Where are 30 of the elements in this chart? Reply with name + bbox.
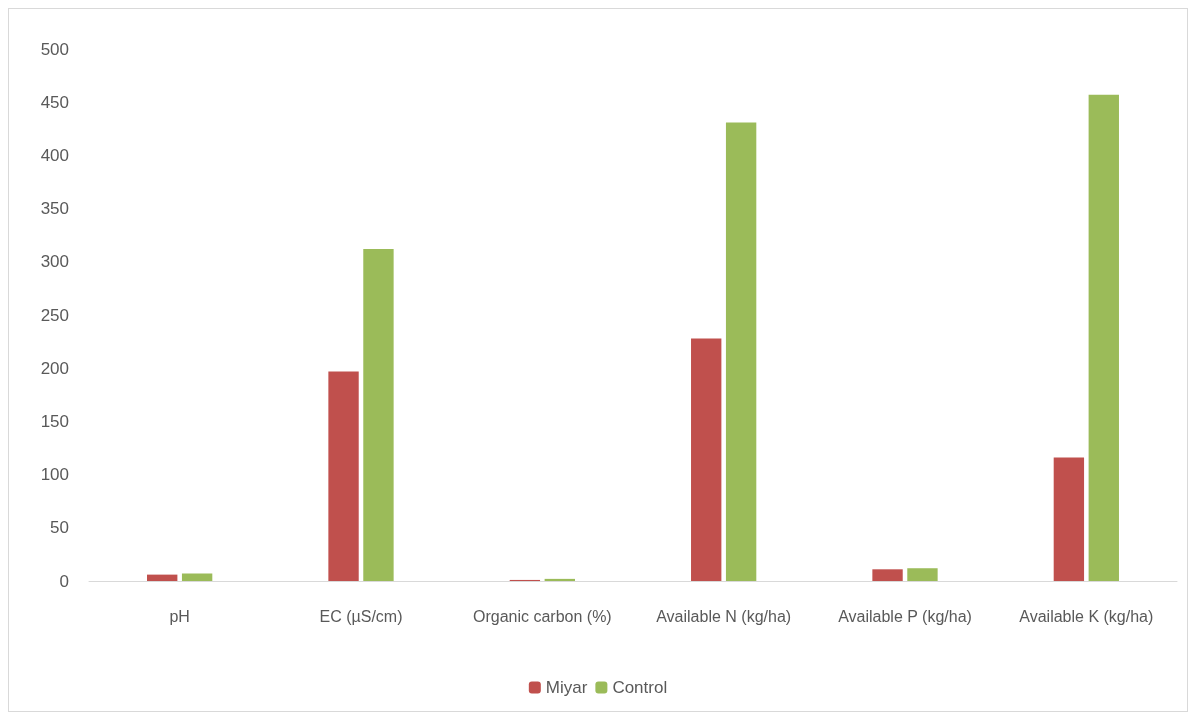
- y-tick-label: 150: [40, 411, 69, 431]
- y-tick-label: 0: [59, 571, 69, 591]
- y-tick-label: 500: [40, 39, 69, 59]
- x-tick-label: Available K (kg/ha): [1019, 607, 1154, 625]
- x-tick-label: Organic carbon (%): [472, 607, 612, 625]
- bar: [691, 338, 722, 581]
- y-tick-label: 450: [40, 92, 69, 112]
- bar: [907, 568, 938, 581]
- bar: [181, 573, 213, 581]
- x-tick-label: EC (µS/cm): [319, 607, 403, 625]
- bar: [1053, 457, 1085, 581]
- x-tick-label: Available N (kg/ha): [656, 607, 792, 625]
- bar: [363, 249, 394, 581]
- x-tick-label: Available P (kg/ha): [838, 607, 972, 625]
- bar: [725, 122, 757, 581]
- legend-label: Control: [612, 678, 668, 697]
- y-tick-label: 200: [40, 358, 69, 378]
- bar: [328, 371, 359, 581]
- bar: [147, 574, 178, 581]
- bar: [872, 569, 903, 581]
- x-tick-label: pH: [169, 607, 190, 625]
- y-tick-label: 400: [40, 145, 69, 165]
- y-tick-label: 250: [40, 305, 69, 325]
- y-tick-label: 50: [50, 518, 69, 538]
- y-tick-label: 100: [40, 465, 69, 485]
- bar: [1088, 94, 1119, 581]
- legend-label: Miyar: [545, 678, 588, 697]
- bar: [544, 578, 575, 581]
- y-tick-label: 300: [40, 252, 69, 272]
- y-tick-label: 350: [40, 199, 69, 219]
